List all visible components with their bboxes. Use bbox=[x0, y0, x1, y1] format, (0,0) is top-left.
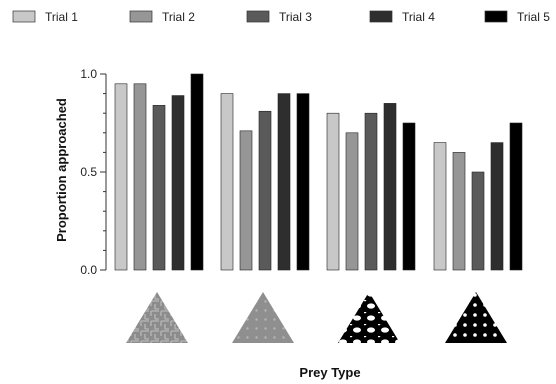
y-tick-label: 1.0 bbox=[80, 67, 97, 81]
legend-label: Trial 4 bbox=[402, 10, 435, 24]
bar bbox=[152, 105, 166, 271]
grey-dot-pattern-triangle-icon bbox=[232, 292, 294, 343]
bar bbox=[433, 142, 447, 271]
legend-item-2: Trial 2 bbox=[129, 10, 195, 24]
bar bbox=[452, 152, 466, 271]
bar bbox=[471, 171, 485, 271]
bar-group-4 bbox=[433, 122, 523, 271]
bar bbox=[114, 83, 128, 271]
grey-maze-pattern-triangle-icon bbox=[126, 292, 188, 343]
bar-group-3 bbox=[326, 103, 416, 271]
y-axis: 0.0 0.5 1.0 bbox=[80, 67, 107, 277]
bar bbox=[490, 142, 504, 271]
legend-label: Trial 5 bbox=[517, 10, 550, 24]
bar bbox=[296, 93, 310, 271]
bar bbox=[133, 83, 147, 271]
bar bbox=[258, 110, 272, 271]
bar bbox=[326, 112, 340, 271]
legend: Trial 1 Trial 2 Trial 3 Trial 4 Trial 5 bbox=[12, 10, 550, 24]
legend-item-4: Trial 4 bbox=[369, 10, 435, 24]
bar bbox=[220, 93, 234, 271]
bar bbox=[239, 130, 253, 271]
bar bbox=[171, 95, 185, 271]
bar bbox=[364, 112, 378, 271]
x-axis-title: Prey Type bbox=[299, 365, 360, 380]
y-tick-label: 0.0 bbox=[80, 263, 97, 277]
bar bbox=[190, 73, 204, 271]
legend-label: Trial 3 bbox=[279, 10, 312, 24]
bar bbox=[277, 93, 291, 271]
legend-swatch bbox=[129, 10, 153, 23]
bars bbox=[114, 73, 523, 271]
legend-swatch bbox=[246, 10, 270, 23]
legend-item-1: Trial 1 bbox=[12, 10, 78, 24]
prey-type-icons bbox=[126, 292, 507, 343]
bar bbox=[509, 122, 523, 271]
legend-item-5: Trial 5 bbox=[484, 10, 550, 24]
bar bbox=[383, 103, 397, 271]
bar bbox=[402, 122, 416, 271]
legend-swatch bbox=[369, 10, 393, 23]
legend-label: Trial 1 bbox=[45, 10, 78, 24]
legend-item-3: Trial 3 bbox=[246, 10, 312, 24]
black-white-blob-pattern-triangle-icon bbox=[338, 292, 400, 343]
legend-swatch bbox=[12, 10, 36, 23]
bar-group-2 bbox=[220, 93, 310, 271]
legend-label: Trial 2 bbox=[162, 10, 195, 24]
bar-group-1 bbox=[114, 73, 204, 271]
black-white-dot-pattern-triangle-icon bbox=[445, 292, 507, 343]
y-tick-label: 0.5 bbox=[80, 165, 97, 179]
legend-swatch bbox=[484, 10, 508, 23]
y-axis-title: Proportion approached bbox=[54, 98, 69, 242]
bar bbox=[345, 132, 359, 271]
